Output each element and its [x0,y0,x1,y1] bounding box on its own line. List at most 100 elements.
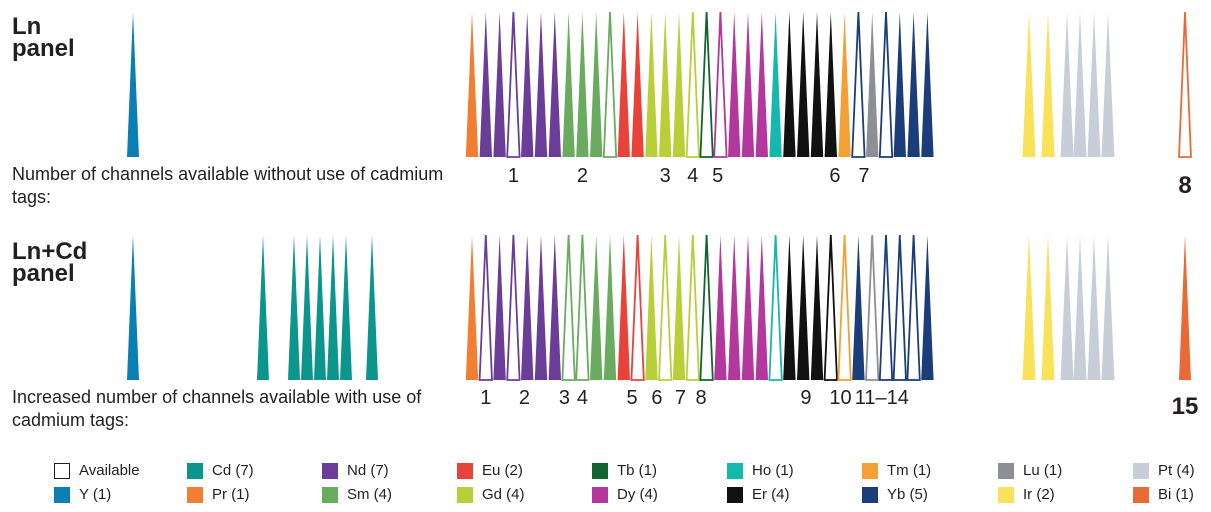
legend-label: Bi (1) [1158,486,1194,503]
peak-pr [465,12,479,157]
channel-total-label: 8 [1178,172,1191,199]
peak-yb-open [892,234,907,381]
legend-label: Nd (7) [347,462,389,479]
legend-item-tm: Tm (1) [862,462,931,480]
peak-sm-open [575,234,590,381]
legend-swatch [862,487,878,503]
peak-sm [562,12,575,157]
peak-yb [852,235,865,380]
legend-item-ir: Ir (2) [998,486,1055,504]
peak-nd [548,12,561,157]
legend-label: Lu (1) [1023,462,1063,479]
legend-swatch [592,487,608,503]
peak-yb-open [878,234,894,381]
peak-yb-open [906,234,921,381]
peak-dy [741,12,755,157]
peaks-plot: 1 2 3 4 5 6 7 81 2 3 4 5 6 7 8 9 10 11–14 15 [127,11,1199,420]
legend-item-er: Er (4) [727,486,790,504]
peak-ir [1041,235,1055,380]
legend-label: Cd (7) [212,462,254,479]
legend-item-gd: Gd (4) [457,486,525,504]
peak-cd [314,235,326,380]
peak-gd-open [685,11,700,158]
legend: Available Cd (7) Nd (7) Eu (2) Tb (1) Ho (1) T… [54,460,1211,512]
peak-dy [714,235,727,380]
channel-number-label: 2 [519,387,530,409]
peak-tm-open [837,234,852,381]
legend-swatch [54,463,70,479]
peak-dy-open [713,11,728,158]
legend-swatch [54,487,70,503]
legend-label: Ir (2) [1023,486,1055,503]
ln-cd-panel-title: Ln+Cd panel [12,238,88,287]
legend-label: Tm (1) [887,462,932,479]
peak-gd [645,12,658,157]
peak-cd [301,235,313,380]
legend-item-yb: Yb (5) [862,486,928,504]
legend-label: Pt (4) [1158,462,1195,479]
legend-label: Pr (1) [212,486,250,503]
channel-number-label: 6 [651,387,662,409]
channel-number-label: 2 [577,165,588,187]
peak-eu [631,12,644,157]
peak-pt [1101,235,1115,380]
legend-swatch [727,487,743,503]
legend-label: Available [79,462,140,479]
peak-sm-open [561,234,576,381]
legend-label: Tb (1) [617,462,658,479]
peak-er [783,12,796,157]
legend-swatch [457,487,473,503]
peak-dy [755,12,768,157]
peak-sm [590,235,603,380]
peak-y [127,235,139,380]
peak-nd-open [478,234,493,381]
channel-number-label: 3 [660,165,671,187]
peak-pt [1073,12,1087,157]
peak-pr [465,235,479,380]
peak-nd [493,12,506,157]
peak-nd [534,12,548,157]
channel-number-label: 9 [800,387,811,409]
channel-total-label: 15 [1172,393,1199,420]
legend-item-lu: Lu (1) [998,462,1062,480]
peak-yb-open [851,11,866,158]
peak-sm-open [602,11,618,158]
peak-cd [257,235,269,380]
peak-tb-open [699,11,714,158]
peak-er [824,12,837,157]
legend-label: Sm (4) [347,486,392,503]
legend-label: Dy (4) [617,486,658,503]
peak-pt [1101,12,1115,157]
legend-item-sm: Sm (4) [322,486,392,504]
peak-cd [366,235,378,380]
peak-cd [340,235,352,380]
peak-bi-open [1178,11,1192,158]
peak-lu-open [865,234,880,381]
peak-pt [1087,235,1101,380]
peak-yb [921,12,934,157]
peak-eu [617,235,630,380]
legend-item-bi: Bi (1) [1133,486,1194,504]
legend-swatch [1133,487,1149,503]
peak-nd [479,12,492,157]
peak-gd [672,12,686,157]
channel-number-label: 4 [687,165,698,187]
peak-er [797,235,810,380]
legend-swatch [862,463,878,479]
peak-er [810,12,824,157]
channel-number-label: 11–14 [855,387,909,409]
legend-item-nd: Nd (7) [322,462,389,480]
peak-ho [769,12,782,157]
peak-sm [576,12,589,157]
peak-dy [755,235,768,380]
legend-label: Ho (1) [752,462,794,479]
legend-item-cd: Cd (7) [187,462,254,480]
peak-y [127,12,139,157]
peak-nd [548,235,561,380]
peak-er [810,235,824,380]
legend-swatch [998,487,1014,503]
peak-sm [603,235,617,380]
peak-dy [728,12,741,157]
peak-ir [1041,12,1055,157]
